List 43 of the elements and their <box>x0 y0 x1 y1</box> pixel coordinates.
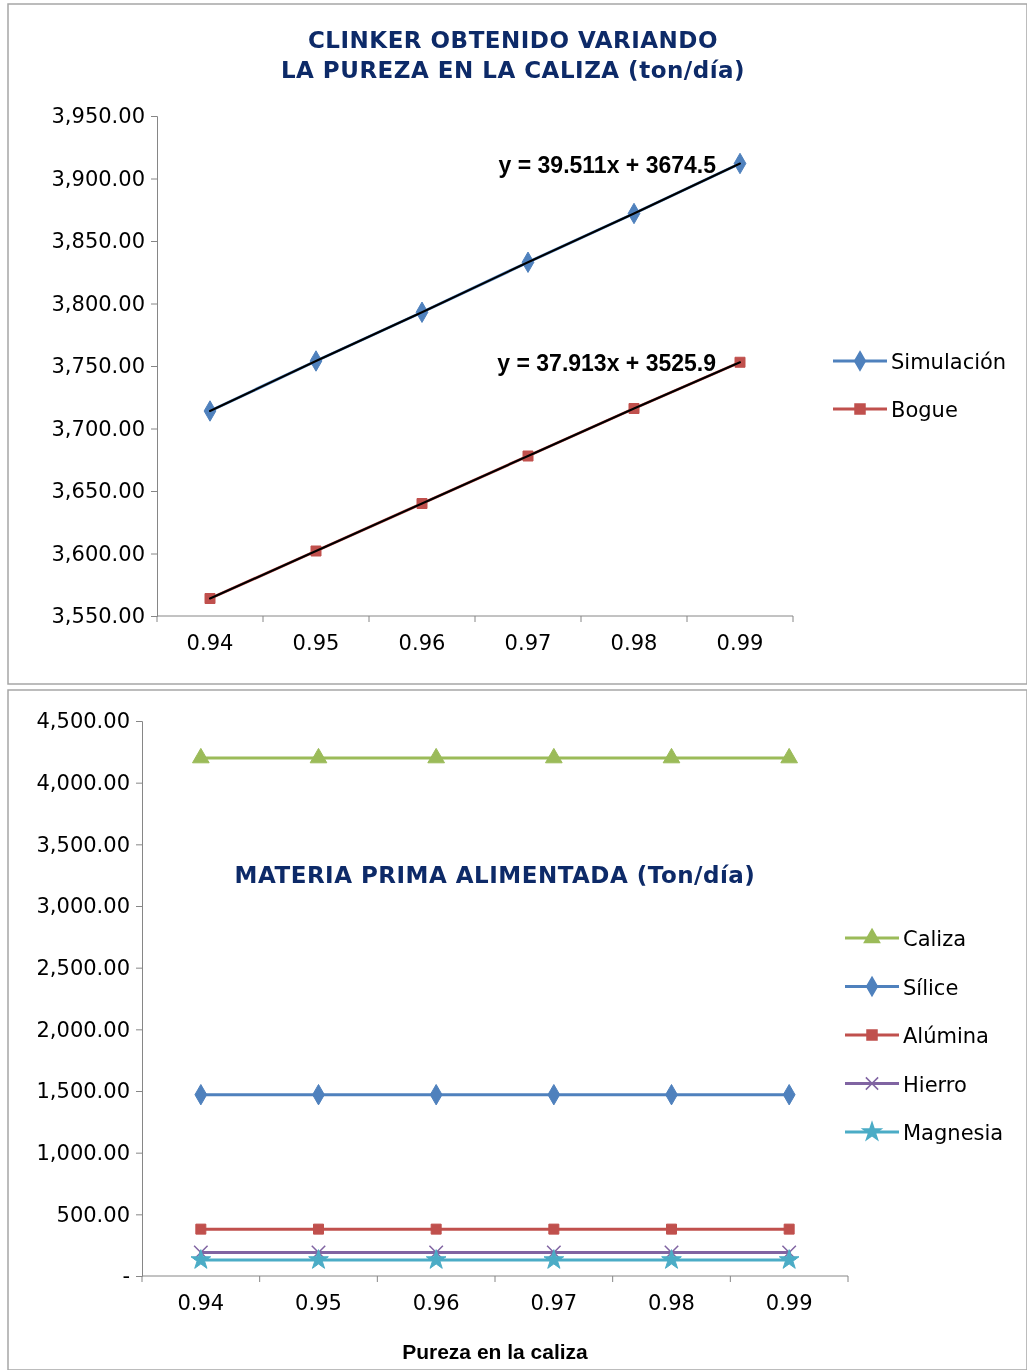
y-tick-label: 1,500.00 <box>36 1079 130 1104</box>
text: MATERIA PRIMA ALIMENTADA (Ton/día) <box>234 862 756 888</box>
legend-label: Hierro <box>903 1072 967 1097</box>
y-tick-label: 3,000.00 <box>36 894 130 919</box>
y-tick-label: 4,000.00 <box>36 770 130 795</box>
y-tick-label: 3,500.00 <box>36 832 130 857</box>
x-tick-label: 0.96 <box>412 1291 460 1315</box>
y-tick-label: 4,500.00 <box>36 709 130 734</box>
y-tick-label: 3,650.00 <box>51 479 145 504</box>
x-tick-label: 0.98 <box>648 1291 695 1315</box>
y-tick-label: 3,750.00 <box>51 354 145 379</box>
y-tick-label: 3,950.00 <box>51 104 145 129</box>
y-tick-label: 3,600.00 <box>51 541 145 566</box>
x-tick-label: 0.94 <box>177 1291 225 1315</box>
legend-label: Caliza <box>903 927 967 951</box>
x-tick-label: 0.98 <box>610 631 658 655</box>
annotation: y = 39.511x + 3674.5 <box>498 151 717 178</box>
x-tick-label: 0.95 <box>292 631 340 655</box>
annotation: y = 37.913x + 3525.9 <box>497 350 716 377</box>
legend-label: Bogue <box>891 398 958 422</box>
x-tick-label: 0.99 <box>716 631 764 655</box>
y-tick-label: 2,000.00 <box>36 1017 130 1042</box>
y-tick-label: 3,550.00 <box>51 604 145 629</box>
y-tick-label: 2,500.00 <box>36 955 130 980</box>
y-tick-label: 3,850.00 <box>51 229 145 254</box>
x-tick-label: 0.94 <box>186 631 234 655</box>
x-tick-label: 0.96 <box>398 631 446 655</box>
y-tick-label: 3,900.00 <box>51 166 145 191</box>
y-tick-label: - <box>122 1264 130 1289</box>
chart-title: CLINKER OBTENIDO VARIANDO LA PUREZA EN LA CALIZA (ton/día) <box>280 27 746 83</box>
legend-label: Magnesia <box>903 1121 1004 1145</box>
y-tick-label: 3,800.00 <box>51 291 145 316</box>
x-tick-label: 0.97 <box>530 1291 578 1315</box>
legend-label: Sílice <box>903 975 959 1000</box>
y-tick-label: 500.00 <box>56 1202 130 1227</box>
x-tick-label: 0.95 <box>295 1291 342 1315</box>
x-tick-label: 0.99 <box>765 1291 813 1315</box>
y-tick-label: 3,700.00 <box>51 416 145 441</box>
x-tick-label: 0.97 <box>504 631 552 655</box>
legend-label: Simulación <box>891 350 1007 374</box>
x-axis-title: Pureza en la caliza <box>402 1340 589 1363</box>
legend-label: Alúmina <box>903 1024 989 1048</box>
y-tick-label: 1,000.00 <box>36 1140 130 1165</box>
